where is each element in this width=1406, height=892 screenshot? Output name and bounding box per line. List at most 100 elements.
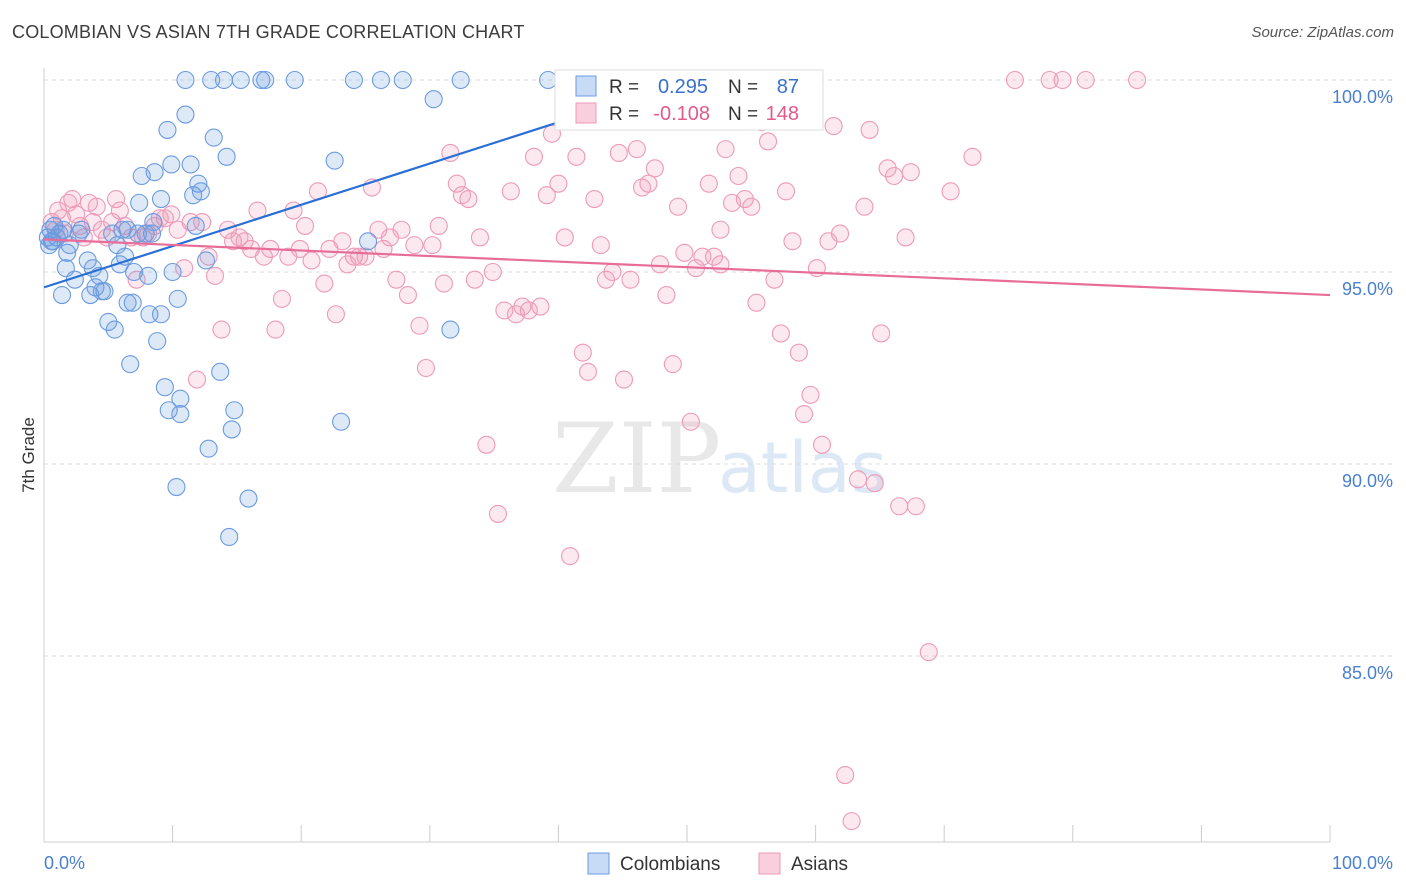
asian-point [477,435,496,454]
asian-point [567,147,586,166]
asian-point [639,174,658,193]
colombian-point [371,70,390,90]
asian-point [1040,70,1059,90]
asian-point [836,765,855,785]
asian-point [447,174,466,193]
asian-point [356,247,375,266]
colombian-point [181,155,200,174]
asian-point [855,197,874,216]
asian-point [963,147,982,166]
asian-point [675,243,694,262]
asian-point [578,362,598,381]
chart-title: COLOMBIAN VS ASIAN 7TH GRADE CORRELATION… [12,22,525,42]
legend-colombians-r-label: R = [609,77,639,98]
colombian-point [222,420,241,439]
asian-point [776,182,796,201]
legend-bottom-asians-label: Asians [791,854,848,875]
asian-point [650,255,670,274]
colombian-point [252,70,271,90]
asian-point [106,189,126,209]
legend-asians-n-label: N = [728,104,758,125]
asian-point [711,255,730,274]
asian-point [645,159,664,178]
asian-point [860,120,879,139]
colombian-point [151,305,171,324]
asian-point [470,228,490,247]
colombian-point [220,527,239,547]
colombian-point [199,439,218,458]
colombians-points [38,70,558,547]
colombian-point [159,401,178,420]
colombian-point [124,262,144,282]
asian-point [302,251,321,270]
colombian-point [151,189,171,209]
asian-point [765,270,784,289]
asian-point [205,266,225,285]
legend-colombians-r-value: 0.295 [658,76,708,98]
colombian-point [225,401,244,420]
y-axis-label: 7th Grade [19,417,38,493]
asian-point [872,324,891,343]
watermark-zip: ZIP [552,403,721,515]
legend-asians-swatch [575,102,597,124]
asian-point [830,224,850,243]
asian-point [501,182,520,201]
asian-point [315,274,334,293]
colombian-point [196,251,216,270]
colombian-point [204,128,223,147]
asian-point [758,132,778,151]
asian-point [609,143,628,163]
asian-point [387,270,406,289]
asian-point [434,274,453,293]
colombian-point [186,216,205,235]
colombian-point [162,155,181,174]
colombian-point [325,151,344,170]
asian-point [668,197,688,216]
asian-point [326,305,345,324]
asian-point [162,205,181,224]
colombian-point [142,224,162,243]
colombian-point [43,232,63,251]
asian-point [410,316,429,335]
legend-stats: R = 0.295 N = 87 R = -0.108 N = 148 [554,69,824,131]
asian-point [704,247,724,266]
asian-point [591,236,610,255]
asian-point [627,140,646,159]
colombian-point [113,220,132,239]
colombian-point [332,412,351,431]
asian-point [398,285,417,305]
legend-bottom: Colombians Asians [587,852,848,875]
legend-bottom-asians-swatch [758,852,781,875]
colombian-point [144,213,163,232]
asian-point [573,343,592,362]
asian-point [290,239,309,259]
colombian-point [285,70,304,90]
asian-point [483,262,502,282]
asian-point [824,117,843,136]
colombian-point [168,289,187,308]
asian-point [175,259,194,278]
colombian-point [202,70,221,90]
legend-bottom-colombians-swatch [587,852,610,875]
asian-point [416,358,435,378]
asian-point [296,216,315,235]
asian-point [272,289,291,308]
colombian-point [139,266,158,285]
colombian-point [239,489,258,508]
asian-point [333,232,352,251]
asian-point [906,497,925,516]
colombian-point [130,193,149,212]
colombian-point [217,147,236,166]
asian-point [884,166,904,186]
asian-point [657,285,676,305]
colombian-point [105,320,124,339]
colombian-point [171,405,190,424]
asian-point [1076,70,1095,90]
colombian-point [121,355,140,374]
colombian-point [176,70,195,90]
asian-point [794,405,814,424]
legend-bottom-colombians-label: Colombians [620,854,720,875]
asian-point [1053,70,1072,90]
asian-point [729,166,748,186]
